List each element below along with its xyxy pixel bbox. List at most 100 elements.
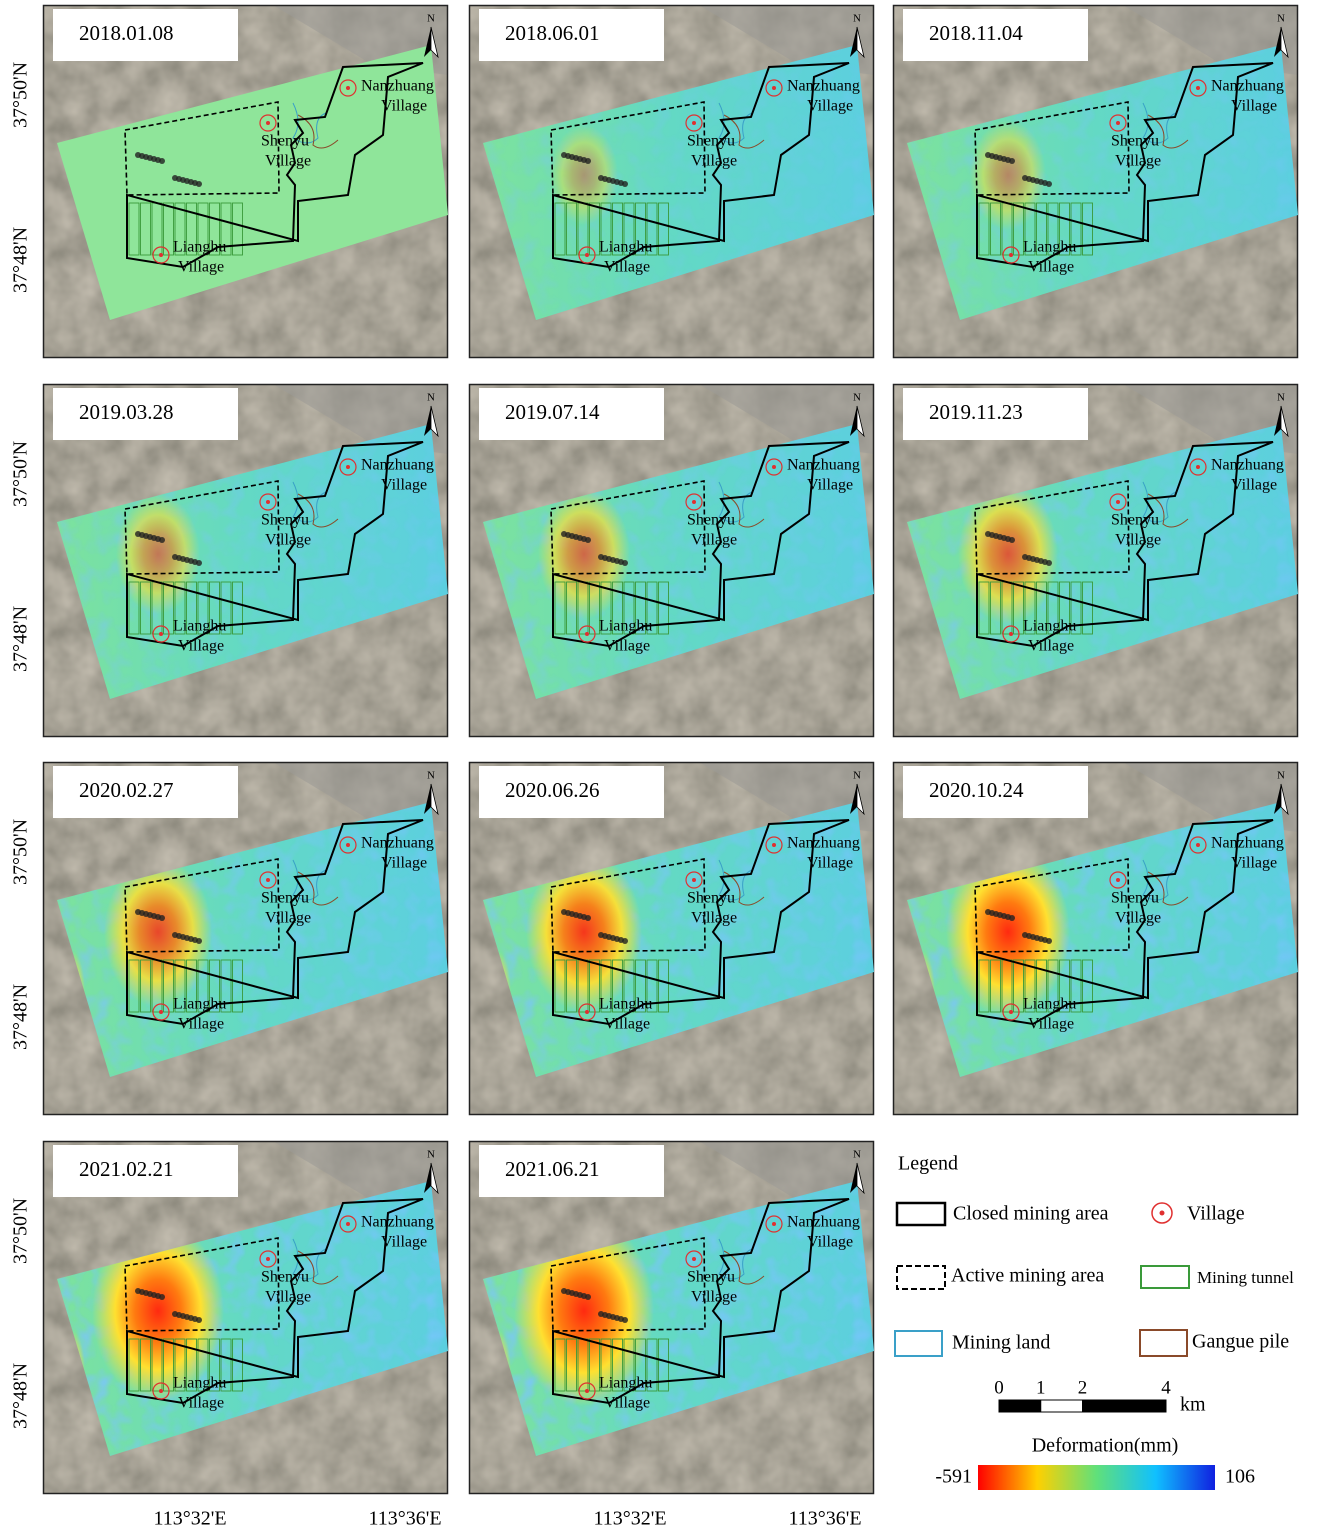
latitude-label: 37°50'N <box>10 62 32 128</box>
longitude-label: 113°32'E <box>593 1508 666 1530</box>
date-label: 2018.01.08 <box>79 21 174 45</box>
gangue-dots <box>585 158 591 164</box>
village-label: Shenyu <box>687 133 735 150</box>
village-label: Shenyu <box>1111 890 1159 907</box>
village-marker <box>346 1222 350 1226</box>
village-marker <box>346 843 350 847</box>
date-label: 2019.03.28 <box>79 400 174 424</box>
village-marker <box>1116 878 1120 882</box>
gangue-dots <box>585 1294 591 1300</box>
village-label: Nanzhuang <box>787 78 860 95</box>
scale-segment <box>1083 1400 1167 1412</box>
map-panel: NanzhuangVillageShenyuVillageLianghuVill… <box>43 1141 448 1494</box>
village-label: Village <box>265 153 311 170</box>
date-label: 2020.06.26 <box>505 778 600 802</box>
village-label: Village <box>1231 855 1277 872</box>
village-label: Lianghu <box>599 618 652 635</box>
date-label: 2018.06.01 <box>505 21 600 45</box>
village-marker <box>266 500 270 504</box>
village-label: Village <box>691 532 737 549</box>
village-label: Village <box>1028 1016 1074 1033</box>
village-marker <box>159 253 163 257</box>
legend-swatch <box>895 1331 942 1356</box>
gangue-dots <box>1046 560 1052 566</box>
village-label: Village <box>807 98 853 115</box>
gangue-dots <box>159 915 165 921</box>
village-label: Village <box>178 1016 224 1033</box>
village-label: Shenyu <box>1111 133 1159 150</box>
gangue-dots <box>159 1294 165 1300</box>
colorbar-max: 106 <box>1225 1466 1255 1488</box>
village-label: Village <box>178 1395 224 1412</box>
village-label: Shenyu <box>687 512 735 529</box>
gangue-dots <box>159 537 165 543</box>
village-label: Shenyu <box>687 1269 735 1286</box>
legend-swatch <box>897 1266 945 1289</box>
gangue-dots <box>622 181 628 187</box>
village-label: Lianghu <box>173 996 226 1013</box>
gangue-dots <box>196 938 202 944</box>
legend-swatch <box>1140 1330 1187 1356</box>
map-panel: NanzhuangVillageShenyuVillageLianghuVill… <box>43 384 448 737</box>
north-label: N <box>853 392 861 404</box>
village-label: Nanzhuang <box>361 835 434 852</box>
north-label: N <box>853 1149 861 1161</box>
village-label: Village <box>178 638 224 655</box>
village-label: Lianghu <box>173 239 226 256</box>
latitude-label: 37°48'N <box>10 984 32 1050</box>
village-label: Lianghu <box>173 1375 226 1392</box>
north-label: N <box>427 392 435 404</box>
village-marker <box>585 253 589 257</box>
village-label: Lianghu <box>1023 996 1076 1013</box>
village-label: Nanzhuang <box>361 457 434 474</box>
gangue-dots <box>622 1317 628 1323</box>
gangue-dots <box>1046 938 1052 944</box>
gangue-dots <box>159 158 165 164</box>
village-marker <box>1196 465 1200 469</box>
village-marker <box>692 878 696 882</box>
village-label: Lianghu <box>599 239 652 256</box>
village-label: Village <box>604 638 650 655</box>
map-panel: NanzhuangVillageShenyuVillageLianghuVill… <box>43 5 448 358</box>
gangue-dots <box>585 915 591 921</box>
village-label: Village <box>381 98 427 115</box>
village-label: Nanzhuang <box>1211 457 1284 474</box>
village-label: Village <box>1115 153 1161 170</box>
village-label: Village <box>1115 910 1161 927</box>
latitude-label: 37°48'N <box>10 227 32 293</box>
village-marker <box>346 86 350 90</box>
subsidence-zone <box>958 484 1058 624</box>
village-label: Nanzhuang <box>787 835 860 852</box>
scale-tick-label: 1 <box>1036 1377 1046 1398</box>
scale-tick-label: 2 <box>1078 1377 1088 1398</box>
date-label: 2021.02.21 <box>79 1157 174 1181</box>
colorbar <box>978 1465 1215 1490</box>
north-label: N <box>853 13 861 25</box>
north-label: N <box>1277 770 1285 782</box>
village-marker <box>772 1222 776 1226</box>
map-panel: NanzhuangVillageShenyuVillageLianghuVill… <box>43 762 448 1115</box>
village-marker <box>266 1257 270 1261</box>
village-label: Village <box>381 855 427 872</box>
village-label: Nanzhuang <box>1211 78 1284 95</box>
village-label: Village <box>807 1234 853 1251</box>
map-panel: NanzhuangVillageShenyuVillageLianghuVill… <box>469 5 874 358</box>
village-marker <box>346 465 350 469</box>
legend-label: Gangue pile <box>1192 1331 1289 1353</box>
village-label: Village <box>1231 98 1277 115</box>
village-label: Nanzhuang <box>361 1214 434 1231</box>
village-label: Village <box>604 1395 650 1412</box>
village-label: Village <box>265 910 311 927</box>
village-label: Lianghu <box>599 996 652 1013</box>
longitude-label: 113°36'E <box>788 1508 861 1530</box>
legend-title: Legend <box>898 1153 958 1175</box>
gangue-dots <box>1009 158 1015 164</box>
village-label: Village <box>691 1289 737 1306</box>
village-label: Village <box>604 1016 650 1033</box>
village-label: Village <box>1115 532 1161 549</box>
date-label: 2019.11.23 <box>929 400 1023 424</box>
colorbar-min: -591 <box>935 1466 972 1488</box>
latitude-label: 37°50'N <box>10 819 32 885</box>
gangue-dots <box>196 560 202 566</box>
village-label: Lianghu <box>1023 239 1076 256</box>
